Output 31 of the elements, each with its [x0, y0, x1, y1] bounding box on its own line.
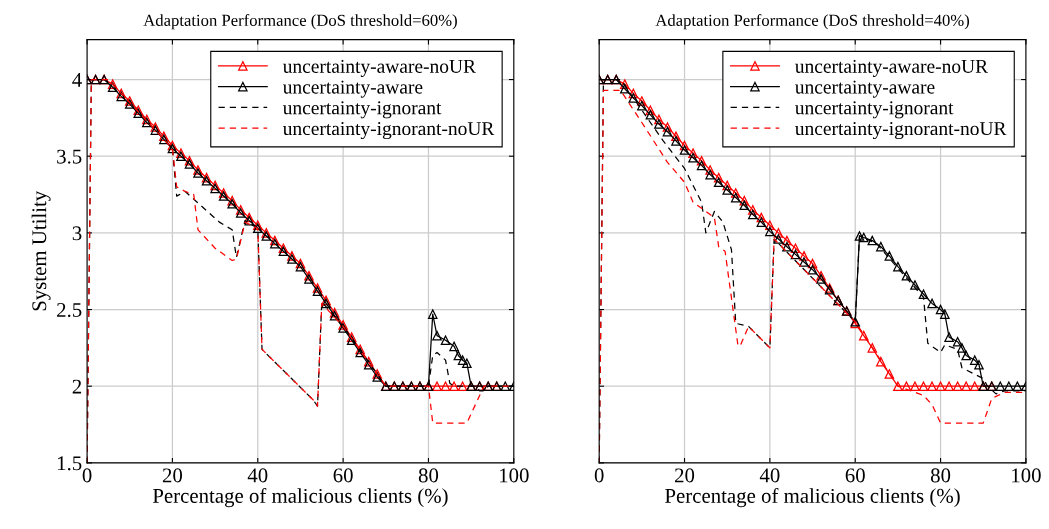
x-tick-label: 80 — [418, 468, 439, 483]
legend-label: uncertainty-ignorant — [282, 101, 442, 119]
x-tick-label: 60 — [333, 468, 353, 483]
chart-title: Adaptation Performance (DoS threshold=40%) — [655, 14, 970, 30]
legend-label: uncertainty-aware — [282, 80, 423, 98]
x-axis-title: Percentage of malicious clients (%) — [152, 488, 448, 508]
legend-label: uncertainty-aware-noUR — [795, 59, 989, 77]
legend-label: uncertainty-ignorant-noUR — [282, 122, 495, 140]
legend-label: uncertainty-aware — [795, 80, 935, 98]
y-tick-label: 1.5 — [58, 456, 82, 471]
x-tick-label: 80 — [930, 468, 951, 483]
y-tick-label: 3 — [72, 226, 82, 241]
x-tick-label: 100 — [500, 468, 529, 483]
x-tick-label: 40 — [759, 468, 780, 483]
x-tick-label: 100 — [1012, 468, 1041, 483]
y-tick-label: 2 — [72, 379, 82, 394]
legend-label: uncertainty-ignorant — [795, 101, 954, 119]
x-tick-label: 0 — [82, 468, 92, 483]
x-tick-label: 20 — [675, 468, 695, 483]
legend-label: uncertainty-ignorant-noUR — [795, 122, 1007, 140]
y-axis-title: System Utility — [31, 190, 51, 311]
legend-label: uncertainty-aware-noUR — [282, 59, 476, 77]
x-tick-label: 40 — [247, 468, 268, 483]
x-tick-label: 20 — [162, 468, 183, 483]
x-axis-title: Percentage of malicious clients (%) — [665, 488, 960, 508]
x-tick-label: 60 — [845, 468, 865, 483]
y-tick-label: 3.5 — [57, 149, 82, 164]
y-tick-label: 2.5 — [57, 302, 82, 318]
x-tick-label: 0 — [594, 468, 604, 483]
chart-title: Adaptation Performance (DoS threshold=60%) — [143, 14, 457, 30]
y-tick-label: 4 — [72, 73, 82, 87]
